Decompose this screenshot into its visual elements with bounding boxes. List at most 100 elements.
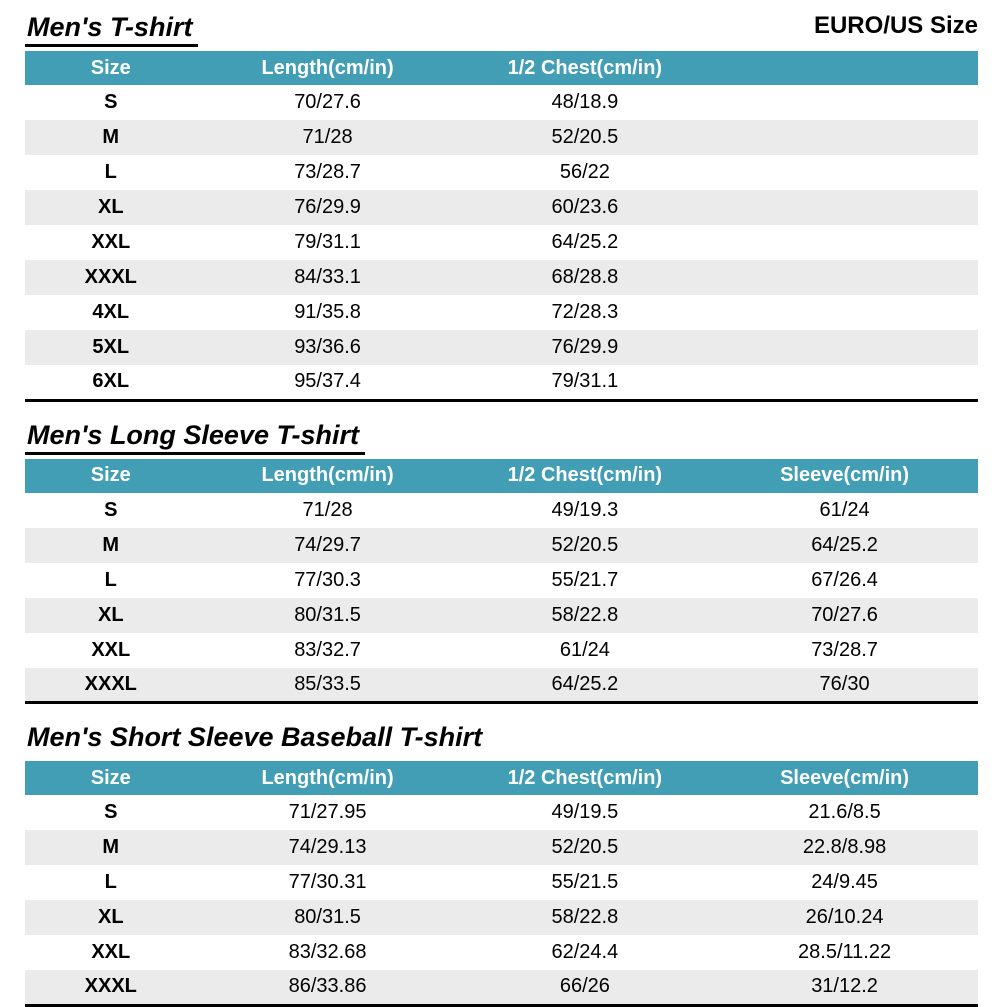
value-cell: 61/24 (819, 498, 870, 521)
table-row: S 70/27.6 48/18.9 (25, 85, 978, 120)
size-cell: M (102, 533, 120, 556)
section-head: Men's Short Sleeve Baseball T-shirt (25, 722, 978, 757)
table-row: XXXL 86/33.86 66/26 31/12.2 (25, 970, 978, 1006)
header-row: Size Length(cm/in) 1/2 Chest(cm/in) Sleeve(… (25, 458, 978, 493)
value-cell: 48/18.9 (551, 91, 619, 114)
value-cell: 95/37.4 (294, 370, 361, 393)
value-cell: 49/19.3 (551, 498, 619, 521)
value-cell: 74/29.13 (288, 836, 367, 859)
value-cell: 72/28.3 (551, 301, 619, 324)
column-header: Size (25, 761, 197, 796)
value-cell: 64/25.2 (551, 231, 619, 254)
value-cell: 31/12.2 (811, 975, 878, 998)
table-row: M 74/29.7 52/20.5 64/25.2 (25, 527, 978, 563)
value-cell: 52/20.5 (551, 836, 619, 859)
value-cell: 76/29.9 (551, 336, 619, 359)
table-row: M 71/28 52/20.5 (25, 120, 978, 156)
value-cell (711, 365, 978, 400)
size-cell: XXXL (84, 266, 137, 289)
size-cell: XXL (91, 231, 131, 254)
column-header: Length(cm/in) (196, 51, 459, 86)
value-cell: 49/19.5 (551, 801, 619, 824)
header-row: Size Length(cm/in) 1/2 Chest(cm/in) (25, 51, 978, 86)
value-cell: 71/28 (302, 126, 353, 149)
table-row: XL 80/31.5 58/22.8 26/10.24 (25, 900, 978, 936)
table-row: XXXL 84/33.1 68/28.8 (25, 260, 978, 296)
table-row: XXL 79/31.1 64/25.2 (25, 225, 978, 260)
column-header: 1/2 Chest(cm/in) (458, 761, 712, 796)
value-cell: 64/25.2 (551, 672, 619, 695)
table-row: XXXL 85/33.5 64/25.2 76/30 (25, 667, 978, 703)
table-row: L 77/30.31 55/21.5 24/9.45 (25, 865, 978, 900)
size-cell: S (104, 801, 118, 824)
value-cell: 77/30.3 (294, 568, 361, 591)
euro-us-size-label: EURO/US Size (813, 12, 978, 40)
value-cell: 73/28.7 (294, 161, 361, 184)
section-head: Men's Long Sleeve T-shirt (25, 420, 978, 455)
value-cell: 55/21.5 (551, 871, 619, 894)
column-header (711, 51, 978, 86)
table-body: S 71/28 49/19.3 61/24 M 74/29.7 52/20.5 64/25.2… (25, 493, 978, 703)
section-mens-long-sleeve-tshirt: Men's Long Sleeve T-shirt Size Length(cm/… (25, 420, 978, 705)
value-cell (711, 260, 978, 295)
value-cell: 24/9.45 (811, 871, 878, 894)
table-row: 5XL 93/36.6 76/29.9 (25, 330, 978, 366)
value-cell: 70/27.6 (811, 603, 878, 626)
column-header: 1/2 Chest(cm/in) (458, 51, 712, 86)
value-cell: 52/20.5 (551, 533, 619, 556)
size-cell: XXXL (84, 672, 137, 695)
section-mens-tshirt: Men's T-shirt EURO/US Size Size Length(cm… (25, 12, 978, 402)
table-row: XXL 83/32.7 61/24 73/28.7 (25, 633, 978, 668)
value-cell: 22.8/8.98 (802, 836, 887, 859)
value-cell (711, 190, 978, 225)
value-cell: 26/10.24 (805, 906, 884, 929)
value-cell: 85/33.5 (294, 672, 361, 695)
size-cell: S (104, 498, 118, 521)
value-cell: 91/35.8 (294, 301, 361, 324)
value-cell: 67/26.4 (811, 568, 878, 591)
value-cell: 64/25.2 (811, 533, 878, 556)
size-cell: S (104, 91, 118, 114)
table-row: M 74/29.13 52/20.5 22.8/8.98 (25, 830, 978, 866)
value-cell (711, 155, 978, 190)
size-cell: L (104, 871, 117, 894)
table-row: S 71/28 49/19.3 61/24 (25, 493, 978, 528)
size-cell: 6XL (92, 370, 130, 393)
value-cell (711, 120, 978, 155)
section-title-mens-long-sleeve-tshirt: Men's Long Sleeve T-shirt (25, 420, 365, 455)
section-head: Men's T-shirt EURO/US Size (25, 12, 978, 48)
size-cell: M (102, 836, 120, 859)
value-cell: 58/22.8 (551, 906, 619, 929)
value-cell: 62/24.4 (551, 941, 619, 964)
size-cell: L (104, 568, 117, 591)
value-cell: 28.5/11.22 (798, 941, 892, 964)
value-cell: 77/30.31 (288, 871, 367, 894)
table-row: L 73/28.7 56/22 (25, 155, 978, 190)
table-body: S 70/27.6 48/18.9 M 71/28 52/20.5 L 73/28.7 56/2… (25, 85, 978, 400)
value-cell (711, 85, 978, 120)
table-row: L 77/30.3 55/21.7 67/26.4 (25, 563, 978, 598)
value-cell: 71/28 (302, 498, 353, 521)
size-cell: XL (97, 906, 124, 929)
header-row: Size Length(cm/in) 1/2 Chest(cm/in) Sleeve(… (25, 761, 978, 796)
value-cell: 74/29.7 (294, 533, 361, 556)
table-row: XL 80/31.5 58/22.8 70/27.6 (25, 597, 978, 633)
column-header: 1/2 Chest(cm/in) (458, 458, 712, 493)
size-cell: 4XL (92, 301, 130, 324)
value-cell: 68/28.8 (551, 266, 619, 289)
value-cell: 56/22 (559, 161, 610, 184)
table-body: S 71/27.95 49/19.5 21.6/8.5 M 74/29.13 52/20.5… (25, 795, 978, 1006)
size-cell: XL (97, 603, 124, 626)
section-title-mens-short-sleeve-baseball-tshirt: Men's Short Sleeve Baseball T-shirt (27, 722, 483, 753)
section-title-mens-tshirt: Men's T-shirt (25, 12, 199, 48)
value-cell: 83/32.68 (288, 941, 367, 964)
value-cell: 80/31.5 (294, 603, 361, 626)
mens-long-sleeve-size-table: Size Length(cm/in) 1/2 Chest(cm/in) Sleeve(… (25, 458, 978, 705)
value-cell: 80/31.5 (294, 906, 361, 929)
size-cell: XXL (91, 638, 131, 661)
value-cell: 76/30 (819, 672, 870, 695)
value-cell: 70/27.6 (294, 91, 361, 114)
value-cell: 76/29.9 (294, 196, 361, 219)
value-cell (711, 225, 978, 260)
